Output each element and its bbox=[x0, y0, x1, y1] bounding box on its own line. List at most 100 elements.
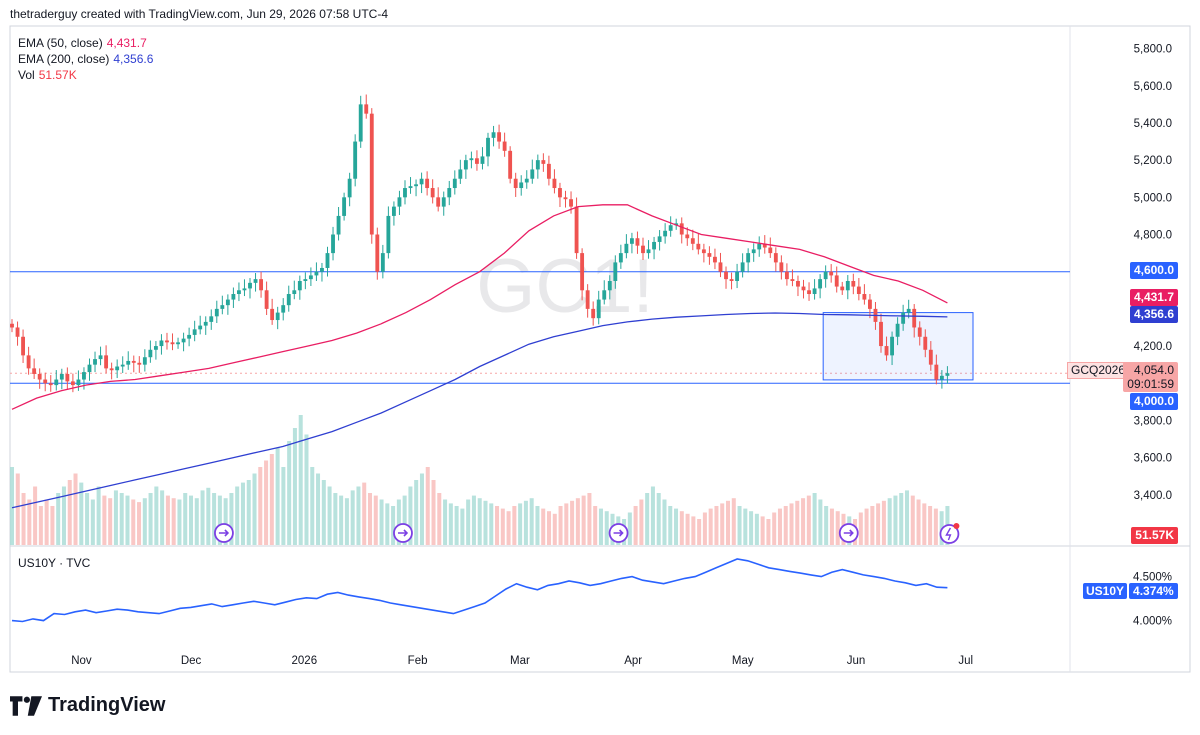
candle-body bbox=[26, 355, 31, 369]
volume-bar bbox=[396, 499, 401, 545]
volume-bar bbox=[119, 493, 124, 545]
volume-bar bbox=[477, 498, 482, 545]
volume-bar bbox=[835, 511, 840, 545]
volume-bar bbox=[691, 516, 696, 545]
economic-event-icon[interactable] bbox=[214, 523, 234, 543]
candle-body bbox=[430, 188, 435, 198]
volume-bar bbox=[188, 495, 194, 545]
volume-bar bbox=[165, 495, 170, 545]
volume-bar bbox=[275, 447, 280, 545]
candle-body bbox=[641, 245, 645, 254]
candle-body bbox=[153, 346, 158, 350]
candle-body bbox=[541, 160, 546, 164]
candle-body bbox=[281, 305, 286, 313]
volume-bar bbox=[720, 503, 725, 545]
candle-body bbox=[868, 299, 872, 309]
volume-bar bbox=[650, 486, 655, 545]
time-tick-label: Mar bbox=[510, 655, 530, 667]
candle-body bbox=[242, 288, 247, 291]
time-tick-label: Nov bbox=[71, 655, 92, 667]
candle-body bbox=[652, 241, 656, 250]
candle-body bbox=[292, 290, 297, 295]
volume-bar bbox=[928, 506, 933, 545]
candle-body bbox=[93, 359, 97, 365]
candle-body bbox=[369, 113, 374, 235]
volume-bar bbox=[506, 511, 511, 545]
candle-body bbox=[214, 308, 219, 317]
candle-body bbox=[187, 334, 192, 339]
candle-body bbox=[912, 308, 917, 328]
candle-body bbox=[436, 197, 441, 207]
volume-bar bbox=[495, 506, 500, 545]
lightning-event-icon[interactable] bbox=[939, 523, 960, 544]
volume-bar bbox=[419, 473, 424, 545]
volume-bar bbox=[321, 480, 326, 545]
candle-body bbox=[458, 169, 463, 179]
candle-body bbox=[607, 280, 612, 291]
candle-body bbox=[32, 368, 37, 374]
tradingview-logo[interactable]: TradingView bbox=[10, 694, 165, 717]
candle-body bbox=[375, 234, 380, 272]
economic-event-icon[interactable] bbox=[838, 523, 859, 543]
volume-bar bbox=[858, 512, 863, 545]
candle-body bbox=[308, 275, 313, 280]
economic-event-icon[interactable] bbox=[608, 523, 629, 543]
volume-bar bbox=[33, 486, 38, 545]
volume-bar bbox=[304, 434, 309, 545]
candle-body bbox=[862, 294, 867, 300]
candle-body bbox=[613, 262, 618, 281]
volume-bar bbox=[96, 486, 101, 545]
candle-body bbox=[530, 169, 535, 179]
candle-body bbox=[696, 243, 701, 250]
volume-bar bbox=[316, 473, 321, 545]
candle-body bbox=[486, 137, 490, 157]
volume-bar bbox=[772, 512, 777, 545]
candle-body bbox=[546, 163, 551, 179]
candle-body bbox=[364, 104, 369, 114]
candle-body bbox=[259, 279, 264, 291]
volume-bar bbox=[454, 506, 459, 545]
price-tag-4000: 4,000.0 bbox=[1129, 393, 1178, 410]
volume-bar bbox=[171, 498, 176, 545]
candle-body bbox=[286, 294, 291, 306]
candle-body bbox=[751, 249, 756, 254]
candle-body bbox=[934, 364, 939, 380]
candle-body bbox=[801, 286, 806, 291]
volume-bar bbox=[356, 486, 361, 545]
candle-body bbox=[707, 253, 712, 257]
legend-value: 4,431.7 bbox=[106, 36, 147, 50]
volume-bar bbox=[252, 473, 257, 545]
candle-body bbox=[414, 184, 418, 187]
volume-bar bbox=[893, 495, 898, 545]
candle-body bbox=[297, 280, 302, 291]
volume-bar bbox=[679, 511, 684, 545]
lower-panel-title: US10Y · TVC bbox=[18, 556, 91, 570]
volume-bar bbox=[570, 500, 575, 545]
candle-body bbox=[425, 178, 430, 189]
candle-body bbox=[773, 253, 778, 263]
volume-bar bbox=[714, 506, 719, 545]
volume-bar bbox=[61, 486, 66, 545]
price-tag-4600: 4,600.0 bbox=[1129, 262, 1178, 279]
volume-bar bbox=[795, 500, 800, 545]
candle-body bbox=[829, 271, 834, 276]
candle-body bbox=[624, 243, 629, 254]
candle-body bbox=[779, 262, 784, 272]
candle-body bbox=[718, 262, 723, 272]
candle-body bbox=[115, 366, 120, 371]
candle-body bbox=[331, 234, 335, 254]
price-tick-label: 5,400.0 bbox=[1134, 118, 1172, 130]
candle-body bbox=[851, 280, 856, 287]
volume-tag: 51.57K bbox=[1131, 527, 1178, 544]
candle-body bbox=[59, 373, 64, 380]
candles bbox=[10, 94, 950, 393]
economic-event-icon[interactable] bbox=[393, 523, 413, 543]
time-tick-label: Dec bbox=[181, 655, 202, 667]
volume-bar bbox=[367, 493, 373, 545]
volume-bar bbox=[777, 508, 782, 545]
candle-body bbox=[591, 308, 596, 319]
volume-bar bbox=[258, 467, 263, 545]
candle-body bbox=[380, 253, 385, 272]
